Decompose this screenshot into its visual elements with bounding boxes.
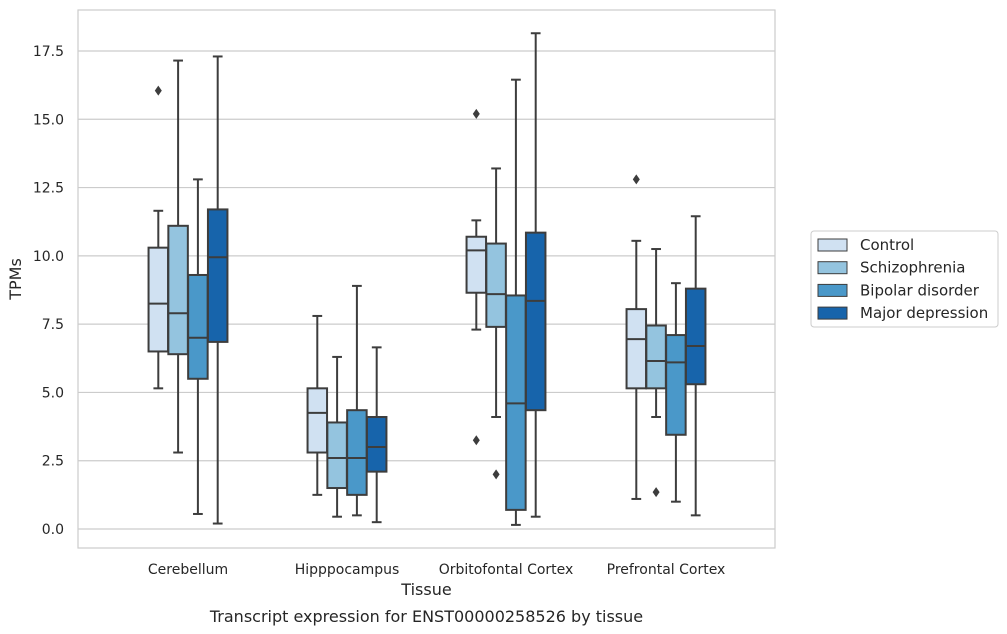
legend-label: Schizophrenia <box>860 259 965 277</box>
outlier-point <box>154 85 162 96</box>
y-tick-label: 15.0 <box>33 112 64 128</box>
box-group <box>206 55 229 525</box>
legend-label: Bipolar disorder <box>860 281 980 299</box>
x-tick-label: Orbitofontal Cortex <box>439 562 574 578</box>
outlier-point <box>632 174 640 185</box>
legend-swatch <box>817 238 848 252</box>
box <box>206 208 229 343</box>
y-axis-ticks: 0.0 2.5 5.0 7.5 10.0 12.5 15.0 17.5 <box>33 44 64 538</box>
y-tick-label: 5.0 <box>42 385 64 401</box>
box-group <box>505 78 527 526</box>
box <box>625 308 648 390</box>
box <box>365 416 388 473</box>
outlier-point <box>492 469 500 480</box>
chart-caption: Transcript expression for ENST0000025852… <box>209 607 643 626</box>
box <box>187 273 209 380</box>
box <box>645 324 667 390</box>
legend-label: Control <box>860 236 914 254</box>
y-axis-title: TPMs <box>6 258 25 301</box>
box-group <box>306 314 329 496</box>
box-group <box>524 32 547 518</box>
legend: Control Schizophrenia Bipolar disorder Majo… <box>810 230 999 328</box>
box-group <box>625 174 648 500</box>
box-group <box>365 346 388 524</box>
box <box>147 246 170 353</box>
box-group <box>326 355 348 518</box>
box-group <box>485 167 507 480</box>
legend-swatch <box>817 306 848 320</box>
outlier-point <box>652 487 660 498</box>
box-group <box>645 248 667 498</box>
outlier-point <box>472 108 480 119</box>
box-group <box>167 59 189 454</box>
box <box>326 421 348 490</box>
legend-frame <box>810 230 999 328</box>
x-tick-label: Prefrontal Cortex <box>607 562 726 578</box>
box <box>665 334 687 436</box>
legend-swatch <box>817 261 848 275</box>
box-group <box>465 108 488 446</box>
box-group <box>684 215 707 517</box>
box <box>167 224 189 356</box>
y-tick-label: 17.5 <box>33 44 64 60</box>
y-tick-label: 0.0 <box>42 522 64 538</box>
x-axis-title: Tissue <box>400 580 451 599</box>
y-tick-label: 7.5 <box>42 317 64 333</box>
box-group <box>147 85 170 390</box>
y-tick-label: 10.0 <box>33 249 64 265</box>
box <box>684 287 707 386</box>
legend-label: Major depression <box>860 304 988 322</box>
box-group <box>665 282 687 503</box>
box <box>524 231 547 412</box>
y-tick-label: 2.5 <box>42 454 64 470</box>
y-tick-label: 12.5 <box>33 181 64 197</box>
x-tick-label: Cerebellum <box>148 562 228 578</box>
box <box>306 387 329 454</box>
x-axis-ticks: Cerebellum Hipppocampus Orbitofontal Corte… <box>148 562 725 578</box>
legend-swatch <box>817 283 848 297</box>
box-group <box>346 284 368 517</box>
plot-frame <box>77 9 776 549</box>
box <box>485 242 507 328</box>
box <box>465 235 488 294</box>
outlier-point <box>472 435 480 446</box>
box <box>346 409 368 496</box>
x-tick-label: Hipppocampus <box>295 562 400 578</box>
box-group <box>187 178 209 515</box>
box-series <box>147 32 707 526</box>
